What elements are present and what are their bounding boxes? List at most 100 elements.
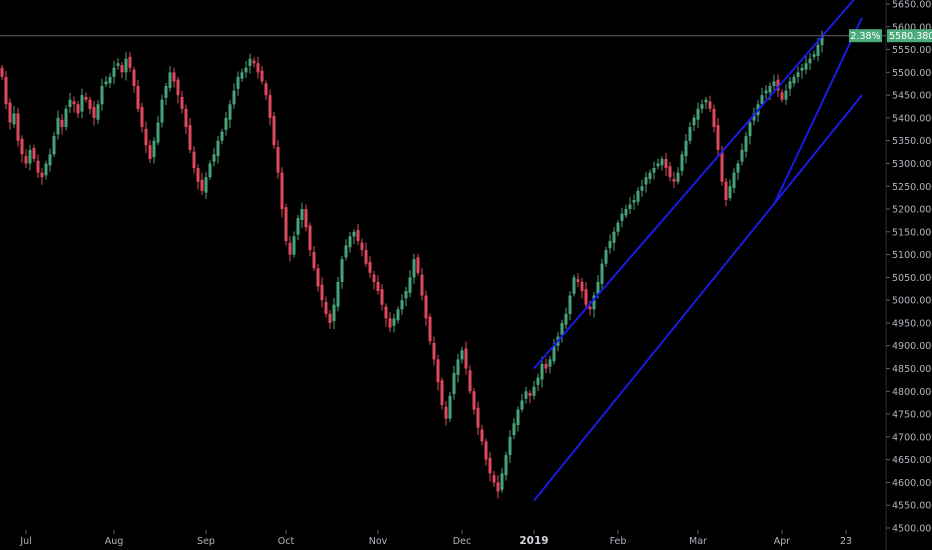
candle-body	[380, 289, 384, 305]
candle-body	[260, 70, 264, 82]
candle-body	[200, 179, 204, 191]
candle-body	[740, 149, 744, 162]
candle-body	[36, 160, 40, 173]
candle-body	[56, 117, 60, 135]
price-axis[interactable]: 4500.000 4550.000 4600.000 4650.000 4700.000…	[886, 0, 932, 535]
trendlines[interactable]	[533, 0, 863, 502]
candle-body	[488, 457, 492, 474]
candle-body	[304, 209, 308, 228]
candle-body	[808, 58, 812, 64]
candle-body	[476, 407, 480, 428]
candle-body	[788, 81, 792, 89]
candle-body	[60, 119, 64, 128]
candle-body	[44, 163, 48, 176]
candle-body	[752, 113, 756, 121]
candle-body	[400, 300, 404, 310]
time-tick-label: Nov	[369, 536, 388, 547]
candle-body	[396, 309, 400, 321]
candle-body	[220, 131, 224, 141]
candle-body	[820, 35, 824, 46]
candle-body	[592, 295, 596, 310]
candle-body	[584, 289, 588, 305]
price-tick-label: 5150.000	[892, 227, 932, 238]
price-tick-label: 5600.000	[892, 22, 932, 33]
candle-body	[136, 86, 140, 109]
candle-body	[500, 473, 504, 490]
candle-body	[792, 76, 796, 84]
candle-body	[804, 63, 808, 70]
candle-body	[680, 154, 684, 171]
candle-body	[248, 58, 252, 66]
candle-body	[676, 172, 680, 182]
candle-body	[280, 172, 284, 210]
candle-body	[104, 81, 108, 85]
candle-body	[648, 172, 652, 179]
candle-body	[8, 102, 12, 123]
candle-body	[716, 125, 720, 150]
candle-body	[672, 178, 676, 182]
candle-body	[428, 316, 432, 342]
candle-body	[416, 257, 420, 273]
candle-body	[68, 99, 72, 107]
candle-body	[232, 90, 236, 105]
candle-body	[192, 151, 196, 169]
candle-body	[580, 281, 584, 292]
trendline[interactable]	[773, 17, 863, 205]
candle-body	[164, 86, 168, 98]
price-tick-label: 5000.000	[892, 296, 932, 307]
candle-body	[324, 301, 328, 314]
price-tick-label: 5300.000	[892, 159, 932, 170]
price-tick-label: 4550.000	[892, 501, 932, 512]
candle-body	[780, 92, 784, 100]
candle-body	[92, 106, 96, 118]
candle-body	[424, 295, 428, 319]
last-price-badge-text: 5580.380	[889, 31, 932, 42]
price-tick-label: 4700.000	[892, 432, 932, 443]
trendline[interactable]	[533, 94, 863, 502]
candle-body	[312, 251, 316, 269]
candle-body	[668, 166, 672, 178]
trendline[interactable]	[533, 0, 862, 370]
candle-body	[0, 67, 4, 77]
price-tick-label: 5500.000	[892, 68, 932, 79]
candle-body	[468, 370, 472, 392]
candle-body	[636, 190, 640, 202]
candle-body	[204, 177, 208, 193]
candle-body	[348, 236, 352, 248]
candle-body	[692, 117, 696, 126]
candle-body	[124, 58, 128, 73]
candle-body	[588, 306, 592, 310]
time-axis[interactable]: Jul Aug Sep Oct Nov Dec 2019 Feb Mar Apr 23	[19, 530, 852, 547]
price-tick-label: 4650.000	[892, 455, 932, 466]
candle-body	[568, 295, 572, 314]
candle-body	[32, 147, 36, 159]
candle-body	[520, 400, 524, 410]
candle-body	[560, 322, 564, 335]
time-tick-label: Apr	[774, 536, 791, 547]
candle-body	[72, 101, 76, 105]
candle-body	[532, 386, 536, 396]
candle-body	[144, 128, 148, 146]
candle-body	[732, 172, 736, 189]
candle-body	[604, 250, 608, 264]
candle-body	[180, 96, 184, 109]
candle-body	[544, 363, 548, 369]
candle-body	[720, 151, 724, 182]
candle-body	[100, 86, 104, 105]
candle-body	[408, 277, 412, 293]
price-tick-label: 5450.000	[892, 91, 932, 102]
candle-body	[384, 306, 388, 319]
candle-body	[28, 149, 32, 164]
candle-body	[452, 373, 456, 395]
candle-body	[276, 147, 280, 173]
candle-body	[160, 99, 164, 123]
price-tick-label: 5100.000	[892, 250, 932, 261]
price-tick-label: 5050.000	[892, 273, 932, 284]
candle-body	[320, 284, 324, 301]
candle-body	[484, 441, 488, 460]
candle-body	[784, 90, 788, 100]
candle-body	[596, 281, 600, 294]
candle-body	[504, 455, 508, 476]
candle-body	[256, 63, 260, 73]
